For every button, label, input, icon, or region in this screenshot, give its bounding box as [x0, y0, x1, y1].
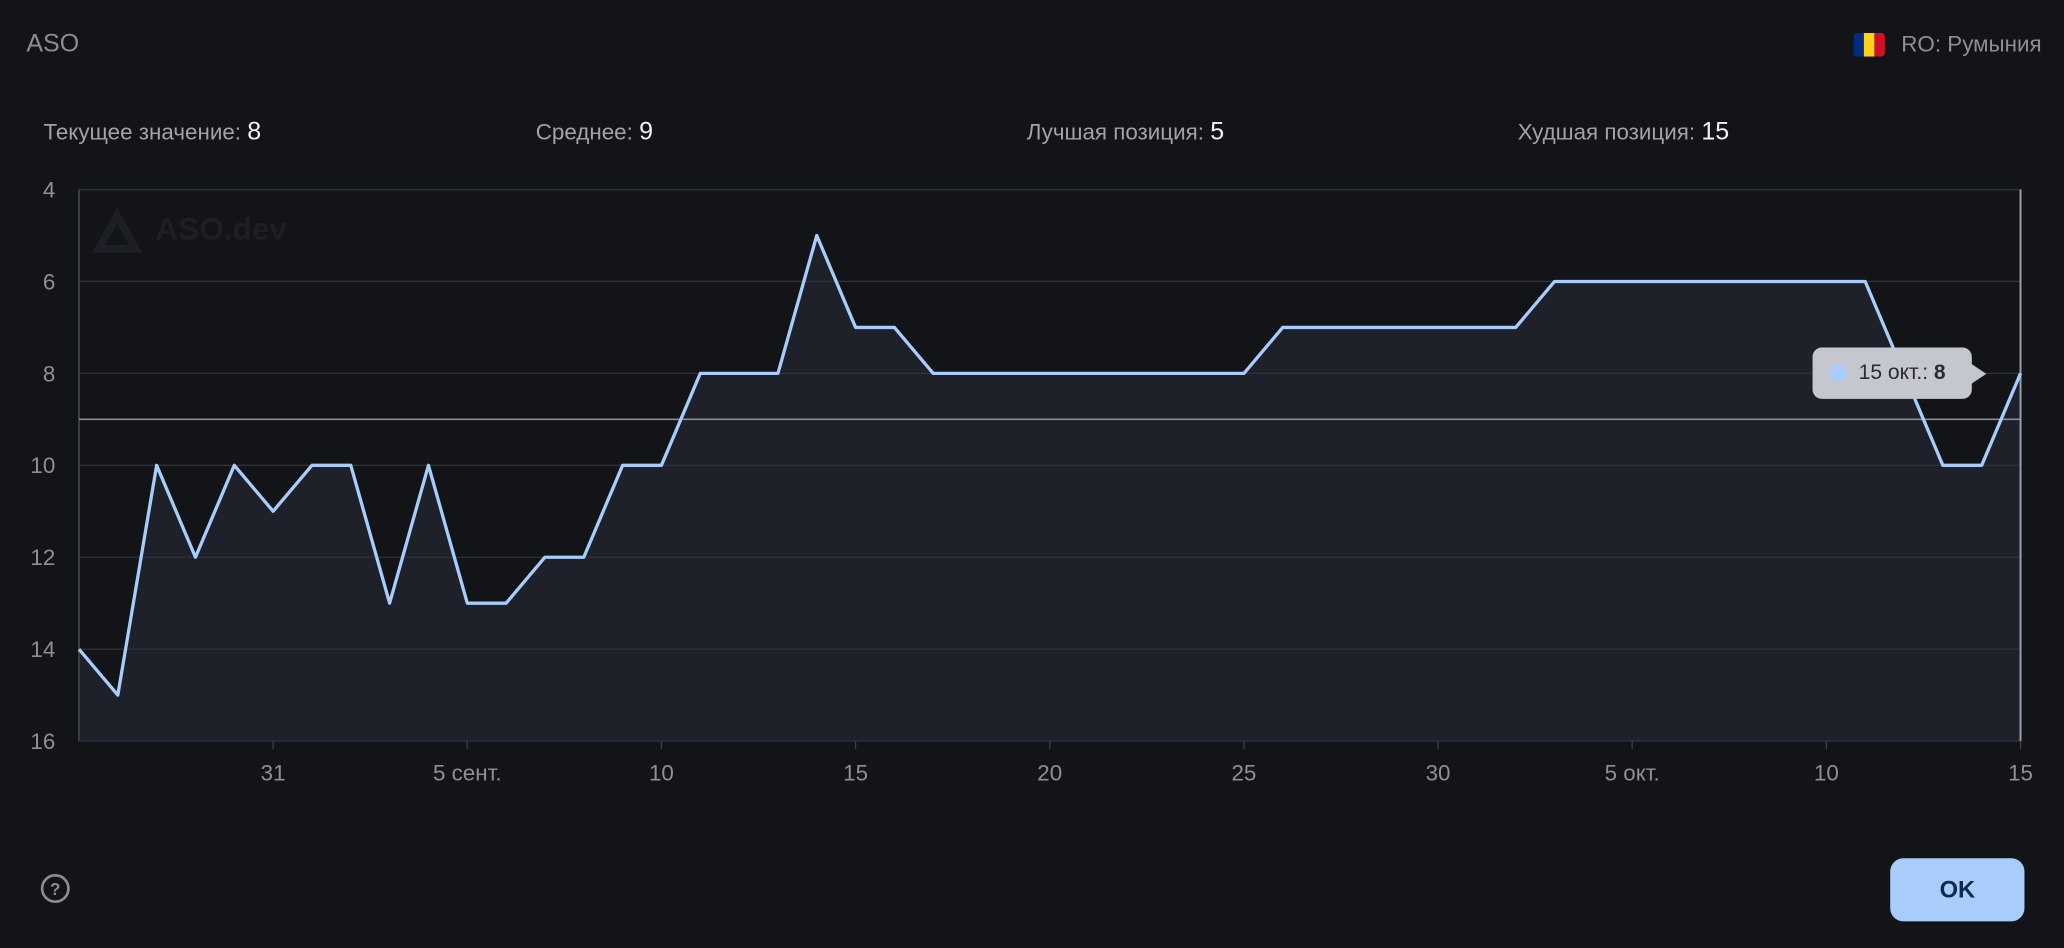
x-tick-label: 30 [1426, 761, 1451, 786]
question-circle-icon[interactable]: ? [40, 874, 70, 903]
aso-logo-icon [92, 207, 143, 253]
stat-current: Текущее значение: 8 [43, 118, 261, 147]
stat-label: Текущее значение: [43, 119, 241, 145]
y-tick-label: 10 [30, 453, 55, 478]
dialog-title: ASO [26, 30, 80, 58]
stat-label: Среднее: [535, 119, 633, 145]
country-label: RO: Румыния [1901, 31, 2042, 57]
y-tick-label: 12 [30, 545, 55, 570]
stat-label: Лучшая позиция: [1026, 119, 1204, 145]
stat-value: 9 [639, 118, 653, 147]
x-tick-label: 25 [1231, 761, 1256, 786]
x-tick-label: 31 [261, 761, 286, 786]
x-tick-label: 5 сент. [433, 761, 502, 786]
series-line [77, 233, 2023, 697]
watermark: ASO.dev [90, 205, 287, 255]
x-tick-label: 20 [1037, 761, 1062, 786]
series-dot-icon [1829, 364, 1847, 382]
stat-label: Худшая позиция: [1517, 119, 1696, 145]
stat-value: 5 [1210, 118, 1225, 147]
y-tick-label: 4 [43, 177, 55, 202]
stat-worst: Худшая позиция: 15 [1518, 118, 1729, 147]
y-tick-label: 14 [30, 637, 55, 662]
watermark-text: ASO.dev [155, 211, 287, 248]
tooltip-date: 15 окт.: [1858, 361, 1929, 384]
chart-tooltip: 15 окт.: 8 [1812, 347, 1987, 399]
tooltip-value: 8 [1933, 361, 1946, 384]
y-tick-label: 6 [43, 269, 55, 294]
y-tick-label: 8 [43, 361, 55, 386]
x-tick-label: 15 [2008, 761, 2033, 786]
country-indicator: RO: Румыния [1853, 31, 2042, 58]
stat-value: 15 [1701, 118, 1730, 147]
stat-best: Лучшая позиция: 5 [1027, 118, 1224, 147]
x-tick-label: 10 [649, 761, 674, 786]
area-fill [78, 235, 2021, 742]
x-tick-label: 15 [843, 761, 868, 786]
x-tick-label: 5 окт. [1605, 761, 1660, 786]
y-tick-label: 16 [30, 729, 55, 754]
stat-average: Среднее: 9 [536, 118, 653, 147]
position-chart: 4 6 8 10 12 14 16 31 5 сент. 10 15 20 25 30 5 окт. 10 15 [30, 177, 2033, 786]
ok-button[interactable]: OK [1890, 858, 2025, 922]
stat-value: 8 [247, 118, 262, 147]
romania-flag-icon [1853, 32, 1886, 57]
x-tick-label: 10 [1814, 761, 1839, 786]
